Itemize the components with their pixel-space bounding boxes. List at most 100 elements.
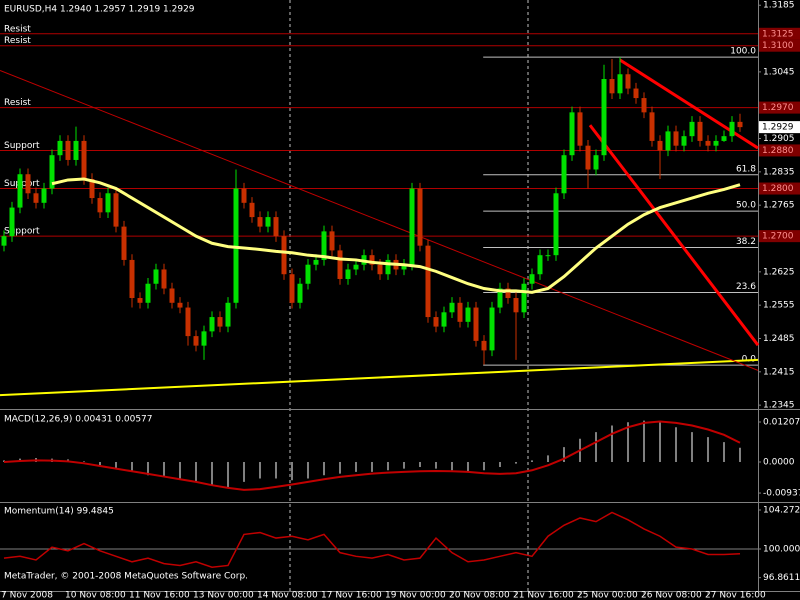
- candle-body: [17, 174, 23, 208]
- y-tick-label: 0.01207: [763, 417, 800, 427]
- y-tick-label: 100.0000: [763, 545, 800, 555]
- y-tick-label: 1.3045: [763, 67, 795, 77]
- candle-body: [57, 140, 63, 156]
- candle-body: [65, 140, 71, 160]
- candle-body: [225, 302, 231, 327]
- candle-body: [177, 302, 183, 308]
- candle-body: [321, 231, 327, 260]
- candle-body: [289, 274, 295, 303]
- trend-line: [0, 358, 759, 397]
- candle-body: [377, 264, 383, 275]
- candle-body: [73, 140, 79, 160]
- candle-body: [265, 217, 271, 227]
- level-name: Support: [4, 141, 40, 151]
- candle-body: [305, 264, 311, 284]
- y-tick-label: 1.2905: [763, 134, 795, 144]
- fib-label: 38.2: [736, 237, 756, 247]
- candle-body: [337, 250, 343, 279]
- level-name: Resist: [4, 36, 31, 46]
- level-price-box: [759, 39, 800, 52]
- candle-body: [449, 302, 455, 313]
- x-tick-label: 27 Nov 16:00: [705, 591, 766, 600]
- candle-body: [713, 140, 719, 146]
- candle-body: [673, 131, 679, 146]
- y-tick-label: 1.2345: [763, 401, 795, 411]
- candle-body: [585, 145, 591, 170]
- momentum-line: [3, 511, 741, 569]
- trend-line: [619, 58, 759, 150]
- candle-body: [441, 312, 447, 327]
- candle-body: [417, 188, 423, 246]
- candle-body: [97, 198, 103, 213]
- candle-body: [649, 112, 655, 141]
- candle-body: [385, 259, 391, 275]
- candle-body: [105, 193, 111, 213]
- moving-average: [51, 177, 741, 294]
- candle-body: [553, 193, 559, 256]
- candle-body: [49, 155, 55, 189]
- candle-body: [433, 317, 439, 327]
- candle-body: [481, 340, 487, 351]
- candle-body: [369, 255, 375, 265]
- candle-body: [529, 274, 535, 284]
- candle-body: [201, 331, 207, 346]
- x-tick-label: 17 Nov 16:00: [321, 591, 382, 600]
- candle-body: [521, 283, 527, 313]
- level-price-box: [759, 144, 800, 157]
- candle-body: [705, 140, 711, 146]
- candle-body: [657, 140, 663, 151]
- candle-body: [281, 236, 287, 275]
- level-price-label: 1.3125: [762, 29, 794, 39]
- candle-body: [577, 112, 583, 146]
- current-price-box: [759, 121, 800, 134]
- level-name: Resist: [4, 98, 31, 108]
- trend-line: [588, 124, 760, 347]
- candle-body: [465, 307, 471, 322]
- fib-label: 61.8: [736, 164, 756, 174]
- candle-body: [313, 259, 319, 265]
- candle-body: [633, 88, 639, 99]
- candle-body: [353, 264, 359, 270]
- candle-body: [161, 269, 167, 289]
- y-tick-label: 1.2835: [763, 167, 795, 177]
- y-tick-label: 1.2415: [763, 367, 795, 377]
- trend-line: [0, 69, 759, 371]
- level-price-label: 1.3100: [762, 41, 794, 51]
- y-tick-label: 104.272: [763, 506, 800, 516]
- x-tick-label: 10 Nov 08:00: [65, 591, 126, 600]
- candle-body: [137, 298, 143, 303]
- signal-line: [3, 420, 741, 491]
- candle-body: [25, 174, 31, 194]
- candle-body: [401, 264, 407, 270]
- candle-body: [217, 317, 223, 327]
- level-price-label: 1.2970: [762, 103, 794, 113]
- copyright: MetaTrader, © 2001-2008 MetaQuotes Softw…: [4, 572, 248, 582]
- candle-body: [601, 79, 607, 156]
- macd-title: MACD(12,26,9) 0.00431 0.00577: [4, 415, 153, 425]
- candle-body: [113, 193, 119, 227]
- y-tick-label: 1.2555: [763, 301, 795, 311]
- candle-body: [561, 155, 567, 194]
- candle-body: [169, 288, 175, 303]
- candle-body: [145, 283, 151, 303]
- candle-body: [513, 298, 519, 313]
- candle-body: [425, 245, 431, 318]
- candle-body: [641, 98, 647, 113]
- y-tick-label: 1.2765: [763, 201, 795, 211]
- y-tick-label: 1.2485: [763, 334, 795, 344]
- candle-body: [665, 131, 671, 151]
- candle-body: [297, 283, 303, 303]
- y-tick-label: 0.0000: [763, 457, 795, 467]
- x-tick-label: 20 Nov 08:00: [449, 591, 510, 600]
- level-price-box: [759, 230, 800, 243]
- candle-body: [697, 121, 703, 141]
- candle-body: [737, 121, 743, 128]
- momentum-title: Momentum(14) 99.4845: [4, 507, 114, 517]
- candle-body: [721, 136, 727, 141]
- candle-body: [537, 255, 543, 275]
- level-price-box: [759, 182, 800, 195]
- candle-body: [129, 259, 135, 299]
- x-tick-label: 11 Nov 16:00: [129, 591, 190, 600]
- candle-body: [409, 188, 415, 265]
